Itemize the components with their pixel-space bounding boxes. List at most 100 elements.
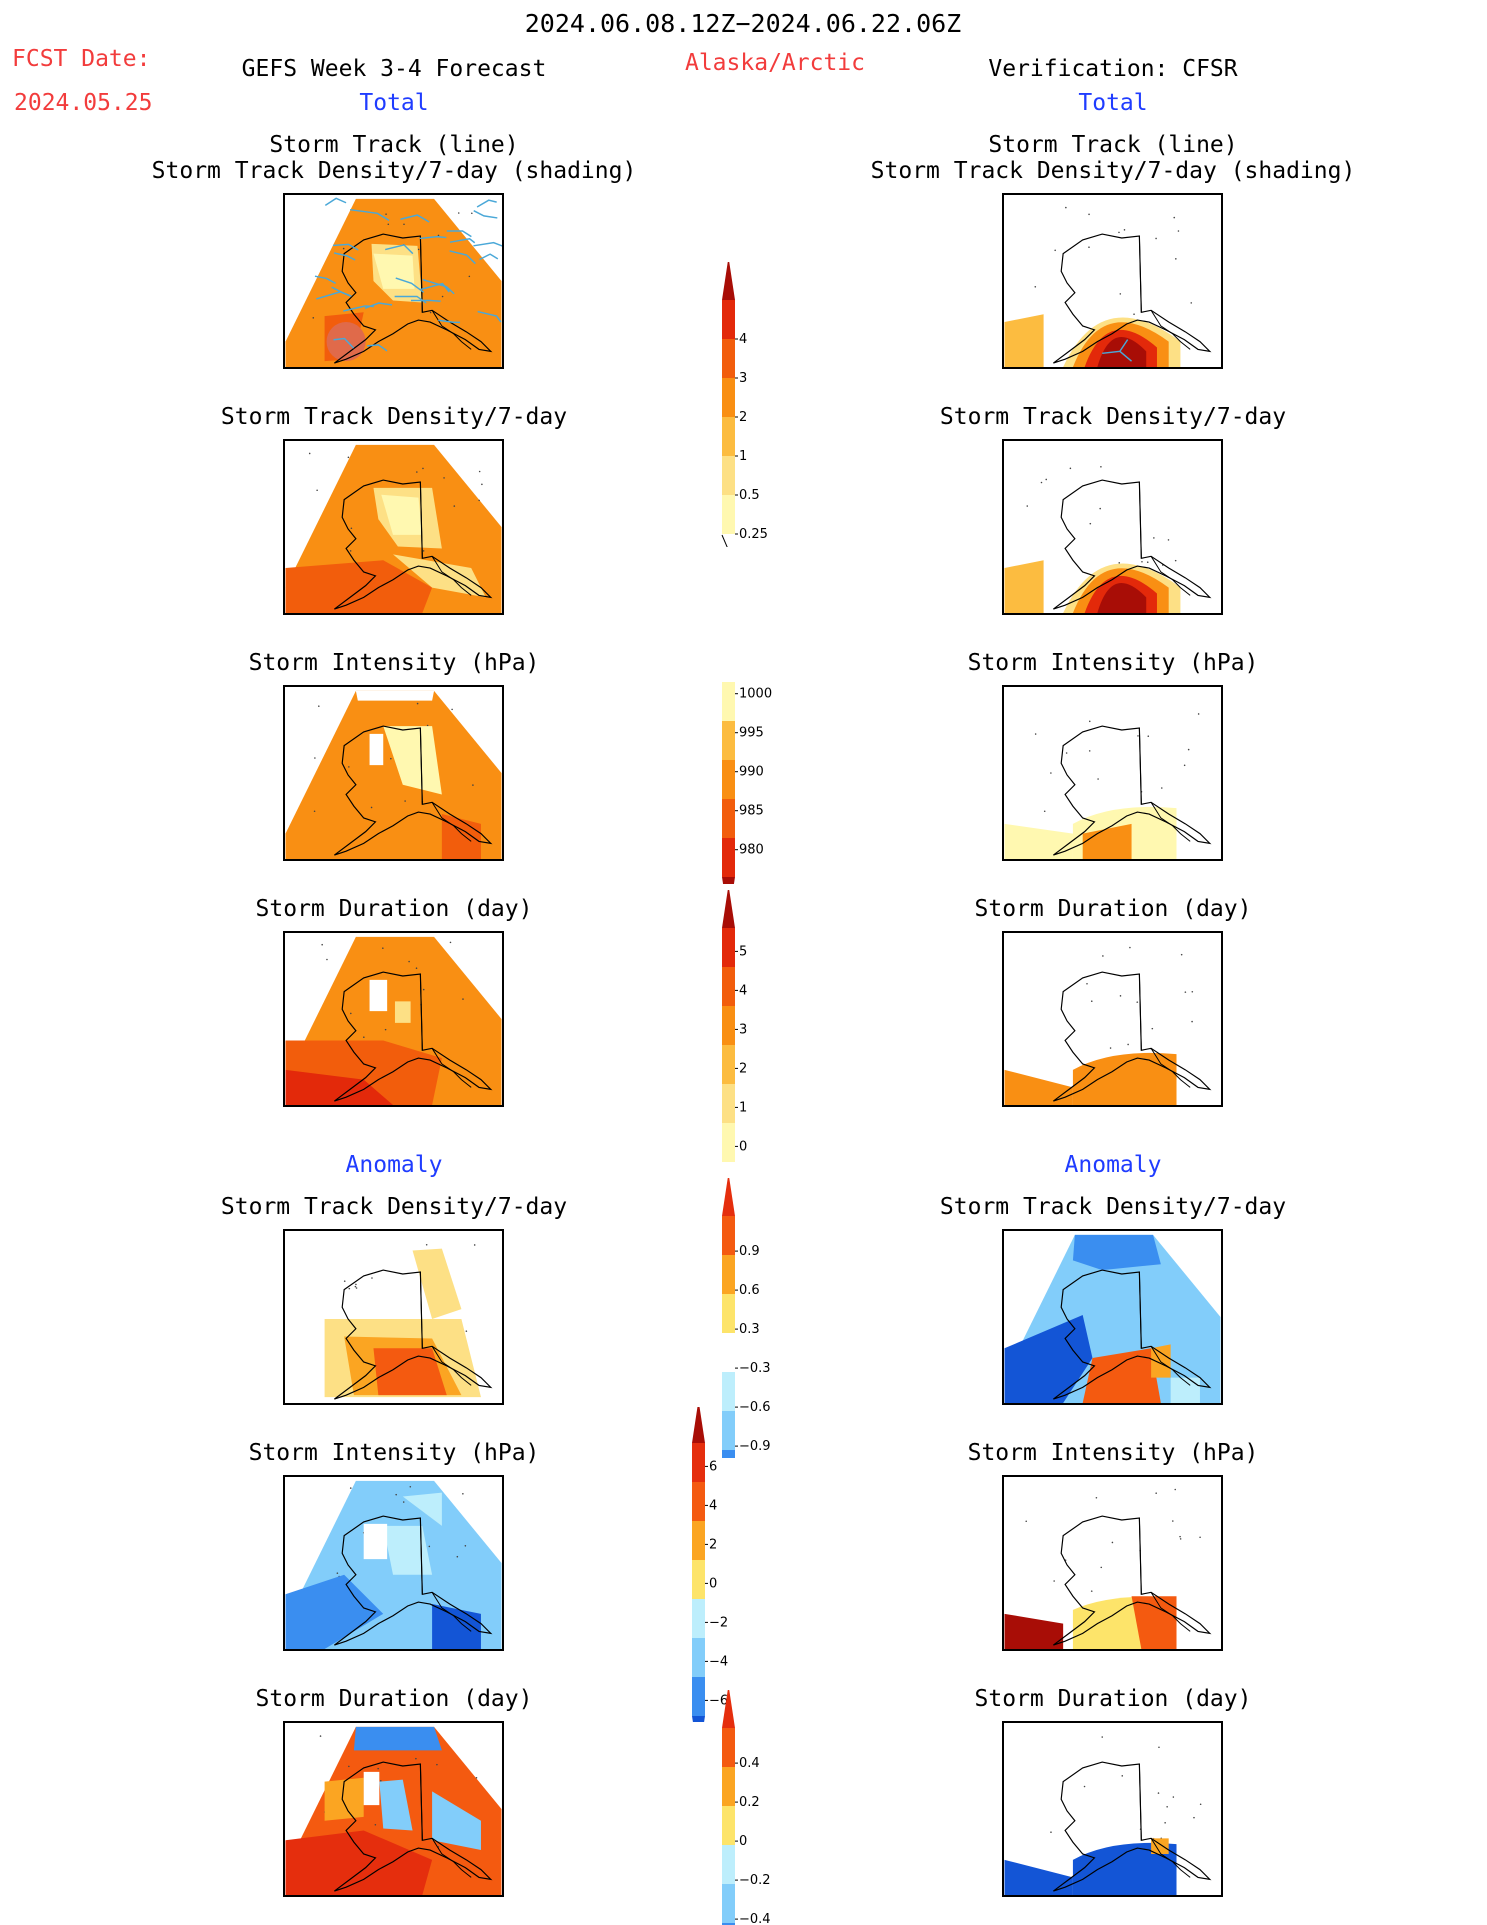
colorbar-anomaly-duration-swatch — [722, 1806, 735, 1845]
shaded-region — [370, 734, 384, 765]
colorbar-anomaly-intensity-swatch — [692, 1482, 705, 1521]
colorbar-anomaly-density-label: 0.9 — [739, 1244, 760, 1259]
shaded-region — [1005, 560, 1044, 613]
map-forecast-anomaly-intensity — [283, 1475, 504, 1651]
colorbar-density-swatch — [722, 339, 735, 378]
colorbar-anomaly-density-swatch — [722, 1255, 735, 1294]
right-duration-title: Storm Duration (day) — [975, 896, 1252, 923]
colorbar-density-label: 0.5 — [739, 488, 760, 503]
colorbar-anomaly-density-swatch — [722, 1333, 735, 1372]
shaded-region — [370, 980, 388, 1011]
map-verification-anomaly-duration — [1002, 1721, 1223, 1897]
right-track-shading-title: Storm Track Density/7-day (shading) — [871, 158, 1356, 185]
colorbar-duration-label: 3 — [739, 1022, 747, 1037]
colorbar-anomaly-duration-label: 0 — [739, 1834, 747, 1849]
colorbar-anomaly-intensity-label: 4 — [709, 1498, 717, 1513]
right-intensity-title: Storm Intensity (hPa) — [968, 650, 1259, 677]
canada-border — [1139, 1518, 1141, 1594]
colorbar-anomaly-intensity-label: −2 — [709, 1615, 728, 1630]
colorbar-anomaly-duration-swatch — [722, 1884, 735, 1923]
shaded-region — [1005, 1070, 1073, 1105]
canada-border — [1139, 236, 1141, 312]
colorbar-anomaly-intensity-swatch — [692, 1677, 705, 1716]
storm-track-line — [411, 300, 441, 301]
map-forecast-density — [283, 439, 504, 615]
colorbar-density-label: 1 — [739, 449, 747, 464]
canada-border — [1139, 482, 1141, 558]
colorbar-anomaly-density-label: 0.3 — [739, 1322, 760, 1337]
shaded-region — [1073, 1053, 1177, 1105]
map-forecast-anomaly-duration — [283, 1721, 504, 1897]
colorbar-duration-swatch — [722, 1045, 735, 1084]
storm-track-line — [477, 200, 497, 207]
colorbar-anomaly-duration-swatch — [722, 1845, 735, 1884]
colorbar-anomaly-duration: 0.40.20−0.2−0.4 — [718, 1690, 798, 1925]
shaded-region — [413, 1249, 462, 1319]
left-density-title: Storm Track Density/7-day — [221, 404, 567, 431]
colorbar-duration-label: 1 — [739, 1100, 747, 1115]
colorbar-intensity-swatch — [722, 682, 735, 721]
colorbar-anomaly-intensity-swatch — [692, 1560, 705, 1599]
right-anom-intensity-title: Storm Intensity (hPa) — [968, 1440, 1259, 1467]
colorbar-intensity-swatch — [722, 721, 735, 760]
colorbar-intensity-swatch — [722, 838, 735, 877]
right-density-title: Storm Track Density/7-day — [940, 404, 1286, 431]
colorbar-anomaly-intensity-swatch — [692, 1599, 705, 1638]
colorbar-anomaly-intensity-arrow-top — [692, 1407, 705, 1443]
colorbar-anomaly-duration-swatch — [722, 1728, 735, 1767]
left-track-shading-title: Storm Track Density/7-day (shading) — [152, 158, 637, 185]
forecast-title: GEFS Week 3-4 Forecast — [242, 56, 547, 83]
map-forecast-storm-track — [283, 193, 504, 369]
date-range-title: 2024.06.08.12Z−2024.06.22.06Z — [525, 10, 962, 37]
shaded-region — [364, 1772, 380, 1805]
colorbar-duration-swatch — [722, 1084, 735, 1123]
storm-track-line — [325, 198, 346, 205]
colorbar-anomaly-density-swatch — [722, 1372, 735, 1411]
colorbar-density-swatch — [722, 417, 735, 456]
map-verification-intensity — [1002, 685, 1223, 861]
colorbar-anomaly-intensity-swatches — [692, 1407, 708, 1722]
right-track-line-title: Storm Track (line) — [988, 132, 1237, 159]
colorbar-density-label: 0.25 — [739, 527, 768, 542]
colorbar-anomaly-intensity-label: −4 — [709, 1654, 728, 1669]
colorbar-anomaly-intensity: 6 4 2 0 −2 −4 −6 — [688, 1407, 768, 1722]
colorbar-anomaly-duration-swatch — [722, 1767, 735, 1806]
shaded-region — [1005, 824, 1073, 859]
canada-border — [1139, 974, 1141, 1050]
colorbar-anomaly-intensity-swatch — [692, 1521, 705, 1560]
left-anom-duration-title: Storm Duration (day) — [256, 1686, 533, 1713]
shaded-region — [356, 691, 434, 701]
colorbar-anomaly-duration-label: −0.2 — [739, 1873, 771, 1888]
colorbar-density-labels: 4 3 2 1 0.5 0.25 — [739, 332, 768, 542]
colorbar-duration: 543210 — [718, 890, 798, 1170]
colorbar-anomaly-intensity-arrow-bottom — [692, 1716, 705, 1722]
colorbar-density-arrow-top — [722, 262, 735, 300]
colorbar-duration-label: 2 — [739, 1061, 747, 1076]
colorbar-anomaly-duration-labels: 0.40.20−0.2−0.4 — [739, 1756, 771, 1925]
storm-track-line — [474, 211, 498, 218]
density-maximum — [327, 322, 366, 361]
colorbar-duration-swatch — [722, 928, 735, 967]
colorbar-anomaly-density-label: −0.3 — [739, 1361, 771, 1376]
left-anom-density-title: Storm Track Density/7-day — [221, 1194, 567, 1221]
left-total-heading: Total — [359, 90, 428, 117]
colorbar-density-swatch — [722, 300, 735, 339]
colorbar-anomaly-density-arrow-top — [722, 1178, 735, 1216]
colorbar-density-label: 4 — [739, 332, 747, 347]
colorbar-duration-labels: 5 4 3 2 1 0 — [739, 944, 747, 1154]
shaded-region — [1005, 314, 1044, 367]
left-intensity-title: Storm Intensity (hPa) — [249, 650, 540, 677]
colorbar-anomaly-duration-arrow-top — [722, 1690, 735, 1728]
colorbar-intensity-arrow-bottom — [722, 877, 735, 884]
colorbar-anomaly-duration-label: 0.4 — [739, 1756, 760, 1771]
map-forecast-duration — [283, 931, 504, 1107]
colorbar-anomaly-duration-swatches — [722, 1690, 738, 1925]
colorbar-duration-label: 4 — [739, 983, 747, 998]
storm-track-line — [480, 254, 498, 259]
colorbar-intensity-label: 985 — [739, 804, 764, 819]
colorbar-anomaly-duration-label: 0.2 — [739, 1795, 760, 1810]
colorbar-anomaly-intensity-label: 2 — [709, 1537, 717, 1552]
shaded-region — [1005, 1860, 1073, 1895]
fcst-date-label: FCST Date: — [12, 46, 150, 73]
colorbar-intensity-label: 1000 — [739, 687, 772, 702]
